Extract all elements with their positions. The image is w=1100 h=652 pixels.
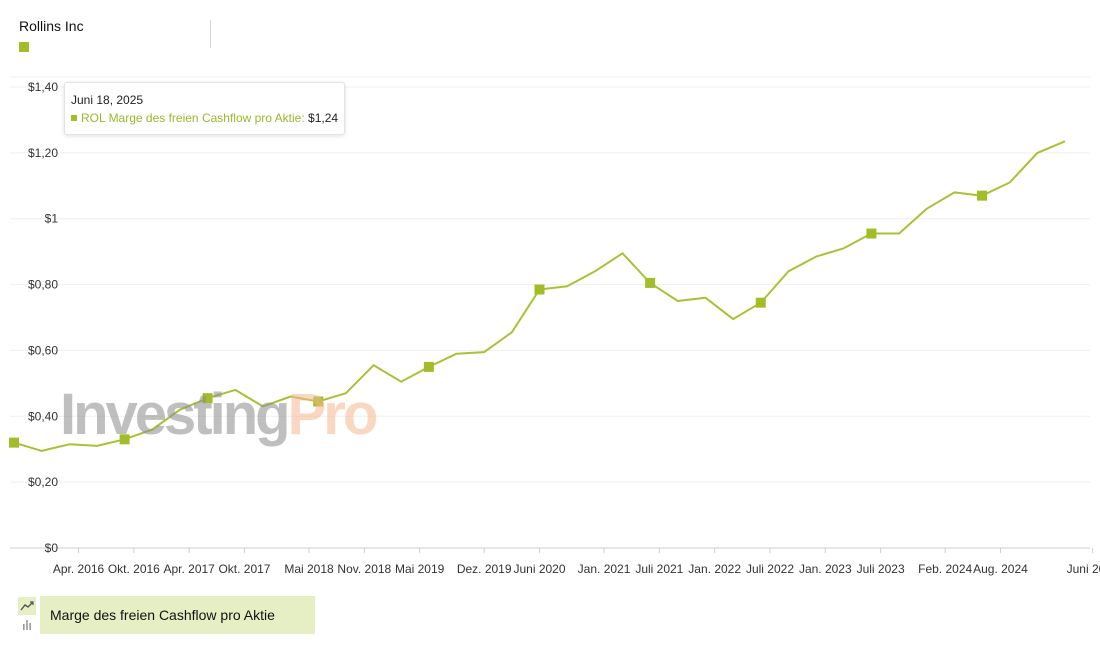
x-tick-label: Juli 2023: [857, 562, 905, 576]
data-point-marker[interactable]: [423, 361, 434, 372]
legend-swatch: [19, 42, 29, 52]
data-point-marker[interactable]: [534, 284, 545, 295]
y-tick-label: $1,20: [28, 146, 58, 160]
bar-chart-icon[interactable]: [18, 615, 36, 633]
x-tick-label: Aug. 2024: [973, 562, 1028, 576]
data-point-marker[interactable]: [119, 434, 130, 445]
line-chart[interactable]: $0 $0,20 $0,40 $0,60 $0,80 $1 $1,20 $1,40 Apr. …: [0, 0, 1100, 590]
tooltip-value: $1,24: [308, 111, 339, 125]
legend-divider: [210, 20, 211, 48]
watermark-pro: Pro: [287, 382, 379, 447]
x-tick-label: Juli 2022: [746, 562, 794, 576]
chart-tooltip: Juni 18, 2025 ROL Marge des freien Cashf…: [64, 82, 346, 135]
chart-type-switcher: [18, 597, 36, 633]
data-point-marker[interactable]: [9, 437, 19, 448]
x-tick-label: Dez. 2019: [457, 562, 512, 576]
y-tick-label: $0,40: [28, 409, 58, 423]
tooltip-series-label: ROL Marge des freien Cashflow pro Aktie:: [81, 111, 305, 125]
tooltip-row: ROL Marge des freien Cashflow pro Aktie:…: [71, 109, 338, 127]
x-tick-label: Juni 2020: [513, 562, 565, 576]
y-tick-label: $0,20: [28, 475, 58, 489]
x-tick-label: Okt. 2016: [108, 562, 160, 576]
metric-selector-button[interactable]: Marge des freien Cashflow pro Aktie: [40, 596, 315, 634]
y-axis: $0 $0,20 $0,40 $0,60 $0,80 $1 $1,20 $1,40: [28, 80, 58, 555]
watermark-investing: Investing: [60, 382, 291, 447]
data-point-marker[interactable]: [313, 396, 324, 407]
data-point-marker[interactable]: [755, 297, 766, 308]
x-tick-label: Okt. 2017: [218, 562, 270, 576]
tooltip-series-marker: [71, 115, 77, 121]
y-tick-label: $1: [45, 212, 59, 226]
data-point-marker[interactable]: [645, 277, 656, 288]
x-tick-label: Juni 2025: [1067, 562, 1100, 576]
tooltip-date: Juni 18, 2025: [71, 93, 144, 107]
y-tick-label: $0,80: [28, 278, 58, 292]
investingpro-watermark: InvestingPro: [60, 380, 379, 450]
data-point-marker[interactable]: [977, 190, 988, 201]
x-axis: Apr. 2016 Okt. 2016 Apr. 2017 Okt. 2017 Mai …: [53, 548, 1100, 576]
x-tick-label: Mai 2018: [284, 562, 334, 576]
x-tick-label: Mai 2019: [395, 562, 445, 576]
x-tick-label: Nov. 2018: [337, 562, 391, 576]
y-tick-label: $0: [45, 541, 59, 555]
x-tick-label: Juli 2021: [635, 562, 683, 576]
x-tick-label: Jan. 2022: [688, 562, 741, 576]
y-tick-label: $1,40: [28, 80, 58, 94]
series-layer: [9, 140, 1066, 452]
line-chart-icon[interactable]: [18, 597, 36, 615]
x-tick-label: Feb. 2024: [918, 562, 972, 576]
x-tick-label: Apr. 2016: [53, 562, 105, 576]
chart-legend: Rollins Inc: [19, 18, 84, 52]
x-tick-label: Jan. 2023: [799, 562, 852, 576]
data-point-marker[interactable]: [866, 228, 877, 239]
y-tick-label: $0,60: [28, 343, 58, 357]
x-tick-label: Jan. 2021: [578, 562, 631, 576]
data-point-marker[interactable]: [202, 393, 213, 404]
grid-lines: [10, 76, 1090, 549]
x-tick-label: Apr. 2017: [163, 562, 215, 576]
company-name: Rollins Inc: [19, 18, 84, 34]
